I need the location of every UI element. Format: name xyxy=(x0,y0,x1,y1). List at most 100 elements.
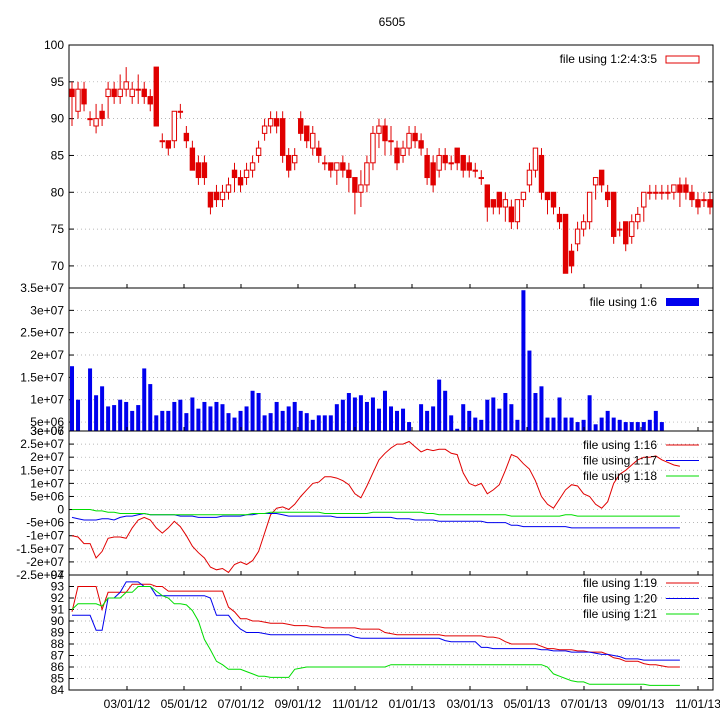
y-tick-label: 92 xyxy=(51,591,65,605)
volume-bar xyxy=(563,417,568,431)
legend-label: file using 1:16 xyxy=(583,438,657,452)
volume-bar xyxy=(304,413,309,431)
volume-bar xyxy=(328,415,333,431)
candle-body xyxy=(123,81,129,90)
candle-body xyxy=(340,162,346,171)
candle-body xyxy=(147,96,153,105)
candle-body xyxy=(406,132,412,149)
candle-body xyxy=(677,184,683,193)
x-tick-label: 09/01/13 xyxy=(618,697,665,711)
candle-body xyxy=(322,162,328,165)
candle-body xyxy=(629,221,635,237)
volume-bar xyxy=(623,422,628,431)
volume-bar xyxy=(455,428,460,431)
volume-bar xyxy=(148,384,153,431)
volume-bar xyxy=(569,417,574,431)
y-tick-label: -2.5e+07 xyxy=(16,568,64,582)
volume-bar xyxy=(220,404,225,431)
candle-body xyxy=(261,125,268,134)
volume-bar xyxy=(395,410,400,431)
volume-bar xyxy=(653,410,658,431)
legend-label: file using 1:17 xyxy=(583,454,657,468)
candle-body xyxy=(412,132,418,142)
candle-body xyxy=(237,177,244,186)
candle-body xyxy=(520,191,527,201)
candle-body xyxy=(496,191,503,208)
candle-body xyxy=(508,206,515,223)
volume-bar xyxy=(118,399,123,431)
candle-body xyxy=(69,88,75,98)
volume-bar xyxy=(196,408,201,431)
legend-label: file using 1:6 xyxy=(590,295,658,309)
candle-body xyxy=(647,191,653,194)
candle-body xyxy=(635,213,641,223)
y-tick-label: -5e+06 xyxy=(26,516,64,530)
candle-body xyxy=(201,162,208,179)
candle-body xyxy=(514,199,521,223)
volume-bar xyxy=(136,405,141,431)
volume-bar xyxy=(154,415,159,431)
volume-bar xyxy=(473,417,478,431)
candle-body xyxy=(695,199,701,208)
candle-body xyxy=(659,191,665,194)
volume-bar xyxy=(208,406,213,431)
y-tick-label: 3e+07 xyxy=(30,424,64,438)
y-tick-label: 1.5e+07 xyxy=(20,370,64,384)
candle-body xyxy=(562,213,569,274)
candle-body xyxy=(538,154,545,193)
chart-panels: 70 75 80 85 90 95 100 file using 1:2:4:3:5 3e+06… xyxy=(16,38,714,697)
candle-body xyxy=(141,88,147,98)
candle-body xyxy=(267,118,274,127)
candle-body xyxy=(99,110,105,120)
candle-body xyxy=(544,191,551,201)
volume-bar xyxy=(106,406,111,431)
candle-body xyxy=(285,154,292,171)
volume-bar xyxy=(226,413,231,431)
volume-bar xyxy=(533,393,538,431)
candle-body xyxy=(472,169,478,172)
volume-bar xyxy=(172,401,177,431)
candle-body xyxy=(388,140,394,143)
volume-bar xyxy=(202,401,207,431)
volume-bar xyxy=(401,408,406,431)
volume-bar xyxy=(407,422,412,431)
candle-body xyxy=(364,162,370,186)
volume-bar xyxy=(611,417,616,431)
legend-label: file using 1:21 xyxy=(583,607,657,621)
volume-bar xyxy=(112,405,117,431)
volume-bar xyxy=(491,397,496,431)
volume-bar xyxy=(178,399,183,431)
candle-body xyxy=(93,118,99,127)
candle-body xyxy=(358,184,364,193)
y-tick-label: 87 xyxy=(51,649,65,663)
series-line-3 xyxy=(72,509,680,517)
candle-body xyxy=(460,154,466,171)
volume-bar xyxy=(352,397,357,431)
y-tick-label: 5e+06 xyxy=(30,415,64,429)
candle-body xyxy=(430,162,436,186)
volume-bar xyxy=(443,390,448,431)
legend-swatch xyxy=(666,298,699,306)
candle-body xyxy=(701,199,707,202)
legend-label: file using 1:19 xyxy=(583,576,657,590)
candle-body xyxy=(189,147,196,171)
y-tick-label: 85 xyxy=(51,148,65,162)
legend: file using 1:6 xyxy=(590,295,699,309)
x-tick-label: 05/01/13 xyxy=(504,697,551,711)
volume-bar xyxy=(70,366,75,431)
candle-body xyxy=(442,154,448,164)
candle-body xyxy=(105,88,111,98)
y-tick-label: 5e+06 xyxy=(30,489,64,503)
series-line-2 xyxy=(72,581,680,661)
volume-bar xyxy=(124,401,129,431)
volume-bar xyxy=(557,397,562,431)
candle-body xyxy=(707,199,713,208)
y-tick-label: 70 xyxy=(51,259,65,273)
volume-bar xyxy=(479,419,484,431)
candle-body xyxy=(255,147,262,156)
candle-body xyxy=(207,191,214,208)
